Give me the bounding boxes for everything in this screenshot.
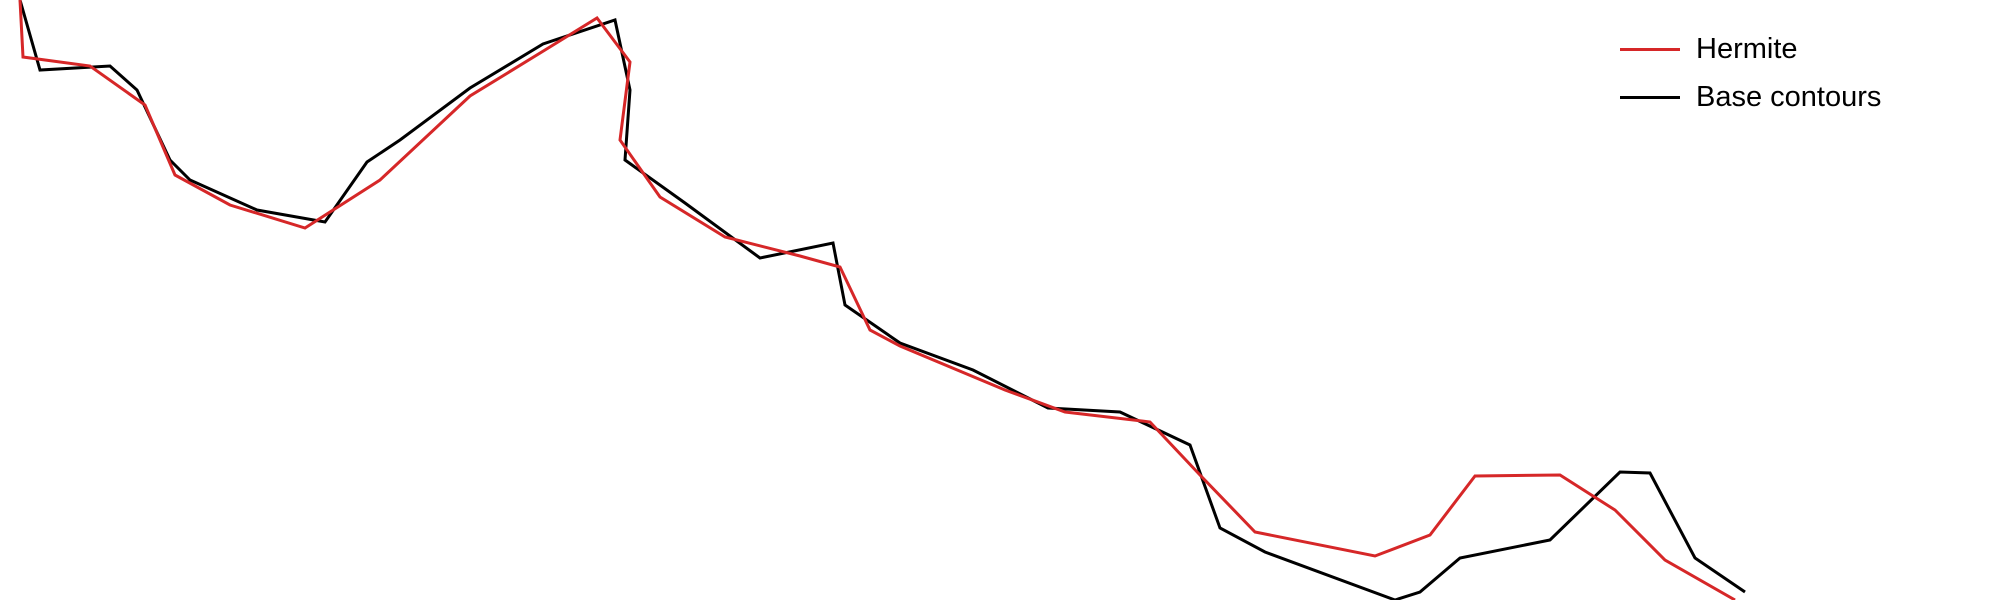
legend-item-hermite: Hermite xyxy=(1620,25,1881,73)
legend-label-hermite: Hermite xyxy=(1696,32,1798,65)
series-layer xyxy=(18,0,1746,600)
series-line-base-contours xyxy=(18,0,1746,600)
legend-swatch-base-contours xyxy=(1620,95,1680,99)
legend-swatch-hermite xyxy=(1620,47,1680,51)
legend-label-base-contours: Base contours xyxy=(1696,80,1882,113)
chart-legend: Hermite Base contours xyxy=(1620,25,1881,121)
series-line-hermite xyxy=(18,0,1736,600)
legend-item-base-contours: Base contours xyxy=(1620,73,1881,121)
